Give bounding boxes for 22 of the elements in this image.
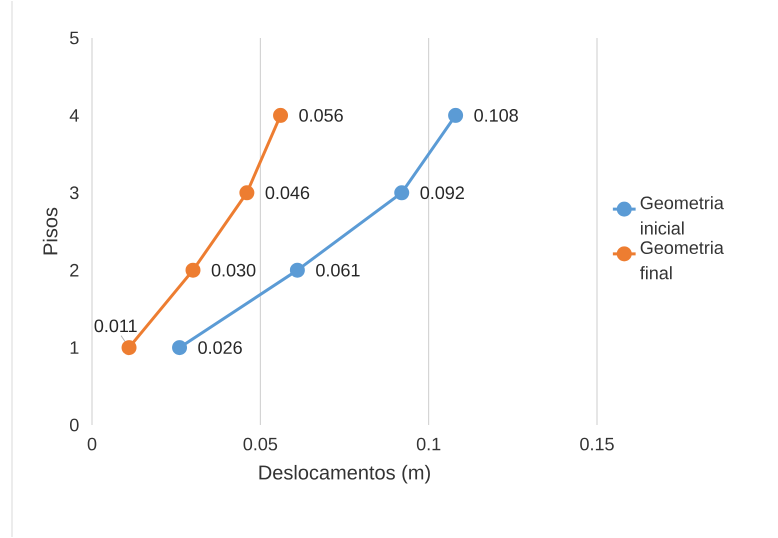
x-tick-label: 0.1 (416, 438, 440, 450)
y-tick-label: 3 (70, 186, 79, 200)
y-tick-label: 1 (70, 341, 78, 354)
y-tick-label: 2 (70, 264, 78, 276)
x-tick-label: 0 (88, 438, 96, 450)
data-label: 0.011 (94, 319, 137, 332)
y-axis-title: Pisos (42, 208, 58, 254)
data-label: 0.108 (474, 109, 518, 122)
legend-label: Geometria inicial (640, 196, 724, 235)
x-tick-label: 0.15 (580, 438, 614, 450)
data-label: 0.046 (266, 186, 310, 200)
data-label: 0.061 (316, 264, 360, 277)
data-label: 0.026 (198, 341, 242, 354)
y-tick-label: 0 (70, 418, 79, 432)
data-label: 0.056 (299, 109, 343, 122)
x-axis-title: Deslocamentos (m) (259, 464, 430, 484)
x-tick-label: 0.05 (244, 438, 278, 450)
y-tick-label: 4 (70, 109, 79, 122)
data-label: 0.030 (212, 264, 256, 277)
y-tick-label: 5 (70, 32, 79, 44)
legend-label: Geometria final (640, 240, 724, 280)
data-label: 0.092 (420, 186, 464, 200)
